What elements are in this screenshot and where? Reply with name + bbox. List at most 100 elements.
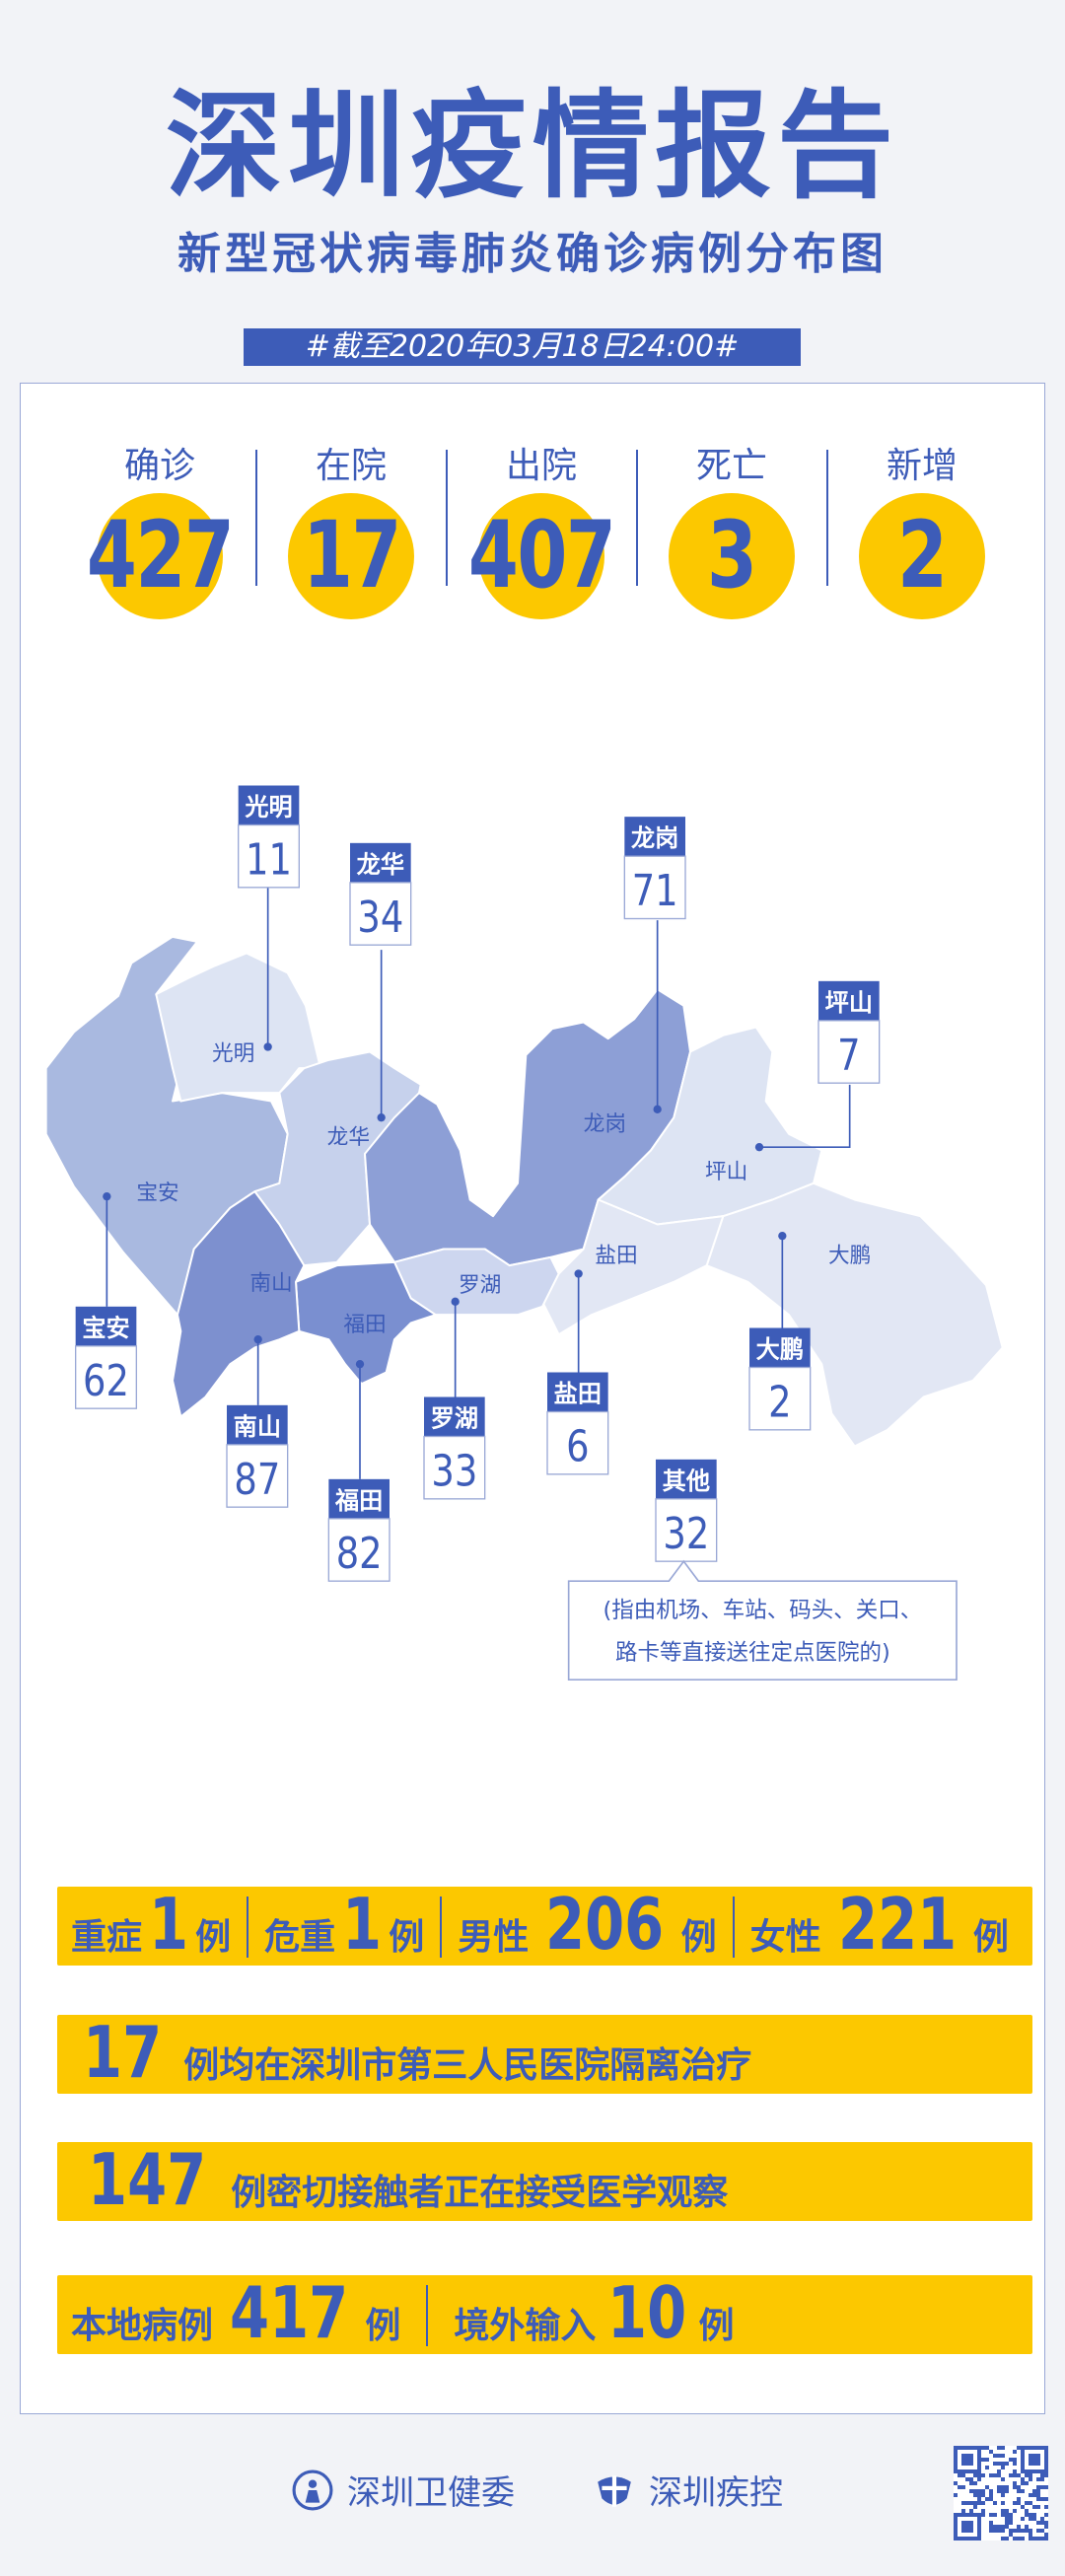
callout-header — [749, 1327, 811, 1368]
callout-header — [656, 1459, 717, 1499]
callout-value: 2 — [768, 1379, 791, 1428]
callout-body — [238, 823, 300, 889]
stat-deaths: 死亡 3 — [638, 444, 825, 619]
callout-name: 大鹏 — [756, 1336, 804, 1364]
other-note-line1: (指由机场、车站、码头、关口、 — [603, 1598, 922, 1623]
severe-label: 重症 — [71, 1917, 143, 1958]
cdc-logo-icon — [598, 2474, 631, 2507]
qr-code-icon[interactable] — [954, 2446, 1048, 2540]
callout-body — [655, 1498, 718, 1562]
org1-name: 深圳卫健委 — [347, 2473, 515, 2513]
region-nanshan[interactable] — [172, 1190, 306, 1418]
stat-discharged: 出院 407 — [448, 444, 635, 619]
map-label-luohu: 罗湖 — [459, 1273, 501, 1298]
callout-body — [748, 1366, 812, 1431]
origin-bar: 本地病例 417 例 境外输入 10 例 — [57, 2275, 1032, 2354]
stat-label: 死亡 — [695, 446, 767, 486]
callout-value: 82 — [336, 1530, 383, 1579]
stat-value: 2 — [897, 502, 948, 609]
map-label-guangming: 光明 — [212, 1041, 254, 1066]
map-label-baoan: 宝安 — [136, 1181, 178, 1206]
date-banner: #截至2020年03月18日24:00# — [244, 328, 801, 366]
callout-pingshan: 坪山 7 — [817, 980, 881, 1084]
stat-label: 出院 — [505, 446, 577, 486]
critical-count: 1 — [342, 1883, 383, 1966]
callout-name: 龙岗 — [631, 824, 678, 852]
map-label-dapeng: 大鹏 — [828, 1244, 871, 1268]
map-label-longhua: 龙华 — [327, 1125, 370, 1150]
female-label: 女性 — [749, 1917, 821, 1958]
other-note: (指由机场、车站、码头、关口、 路卡等直接送往定点医院的) — [567, 1559, 958, 1681]
callout-header — [328, 1478, 390, 1519]
contacts-text: 例密切接触者正在接受医学观察 — [231, 2173, 729, 2213]
callout-header — [350, 842, 411, 883]
district-map: 光明 龙华 龙岗 坪山 宝安 南山 福田 罗湖 盐田 大鹏 光明 11 龙华 3… — [44, 785, 1004, 1681]
local-label: 本地病例 — [71, 2306, 214, 2346]
org2-name: 深圳疾控 — [649, 2473, 783, 2513]
callout-header — [818, 980, 880, 1021]
unit: 例 — [680, 1917, 717, 1958]
hospital-text: 例均在深圳市第三人民医院隔离治疗 — [183, 2045, 752, 2086]
stat-value: 17 — [302, 502, 401, 609]
callout-header — [75, 1306, 137, 1346]
callout-value: 32 — [663, 1510, 709, 1559]
male-count: 206 — [545, 1883, 665, 1966]
divider — [247, 1896, 249, 1958]
callout-body — [623, 855, 686, 920]
callout-body — [423, 1435, 486, 1500]
hospital-bar: 17 例均在深圳市第三人民医院隔离治疗 — [57, 2015, 1032, 2094]
callout-name: 坪山 — [825, 989, 873, 1017]
imported-label: 境外输入 — [454, 2306, 597, 2346]
callout-body — [75, 1345, 137, 1409]
unit: 例 — [195, 1917, 232, 1958]
footer-org-health-commission: 深圳卫健委 — [292, 2466, 515, 2514]
local-count: 417 — [230, 2271, 349, 2354]
page-title: 深圳疫情报告 — [165, 78, 899, 214]
divider — [446, 450, 448, 586]
callout-name: 宝安 — [82, 1315, 129, 1342]
map-label-longgang: 龙岗 — [584, 1112, 626, 1137]
region-pingshan[interactable] — [597, 1026, 823, 1226]
stat-label: 新增 — [886, 446, 958, 486]
stat-new: 新增 2 — [828, 444, 1016, 619]
callout-header — [238, 785, 300, 825]
other-note-line2: 路卡等直接送往定点医院的) — [615, 1640, 890, 1666]
region-futian[interactable] — [295, 1260, 437, 1386]
map-label-nanshan: 南山 — [249, 1271, 292, 1296]
callout-body — [817, 1020, 881, 1084]
hospital-count: 17 — [83, 2011, 163, 2094]
unit: 例 — [389, 1917, 425, 1958]
footer-org-cdc: 深圳疾控 — [594, 2466, 783, 2514]
callout-longhua: 龙华 34 — [349, 842, 412, 946]
callout-name: 南山 — [234, 1413, 281, 1441]
callout-name: 其他 — [663, 1467, 710, 1495]
callout-body — [327, 1518, 390, 1582]
callout-value: 33 — [431, 1448, 477, 1497]
male-label: 男性 — [458, 1917, 530, 1958]
divider — [426, 2285, 429, 2346]
callout-header — [547, 1372, 608, 1412]
callout-name: 盐田 — [554, 1381, 602, 1408]
female-count: 221 — [837, 1883, 957, 1966]
critical-label: 危重 — [264, 1917, 336, 1958]
stat-value: 407 — [467, 502, 616, 609]
callout-value: 62 — [83, 1357, 129, 1406]
divider — [732, 1896, 735, 1958]
divider — [440, 1896, 443, 1958]
callout-value: 11 — [246, 836, 292, 886]
stat-label: 确诊 — [123, 446, 195, 486]
callout-luohu: 罗湖 33 — [423, 1396, 486, 1500]
unit: 例 — [365, 2306, 401, 2346]
callout-body — [349, 882, 412, 946]
callout-name: 龙华 — [357, 851, 404, 879]
map-label-pingshan: 坪山 — [705, 1160, 747, 1184]
callout-header — [424, 1396, 485, 1437]
callout-name: 福田 — [334, 1487, 383, 1515]
callout-value: 87 — [234, 1456, 280, 1505]
callout-value: 34 — [357, 894, 403, 943]
imported-count: 10 — [607, 2271, 687, 2354]
contacts-count: 147 — [88, 2138, 207, 2221]
callout-guangming: 光明 11 — [238, 785, 300, 889]
callout-name: 光明 — [244, 794, 292, 822]
callout-header — [227, 1404, 288, 1445]
